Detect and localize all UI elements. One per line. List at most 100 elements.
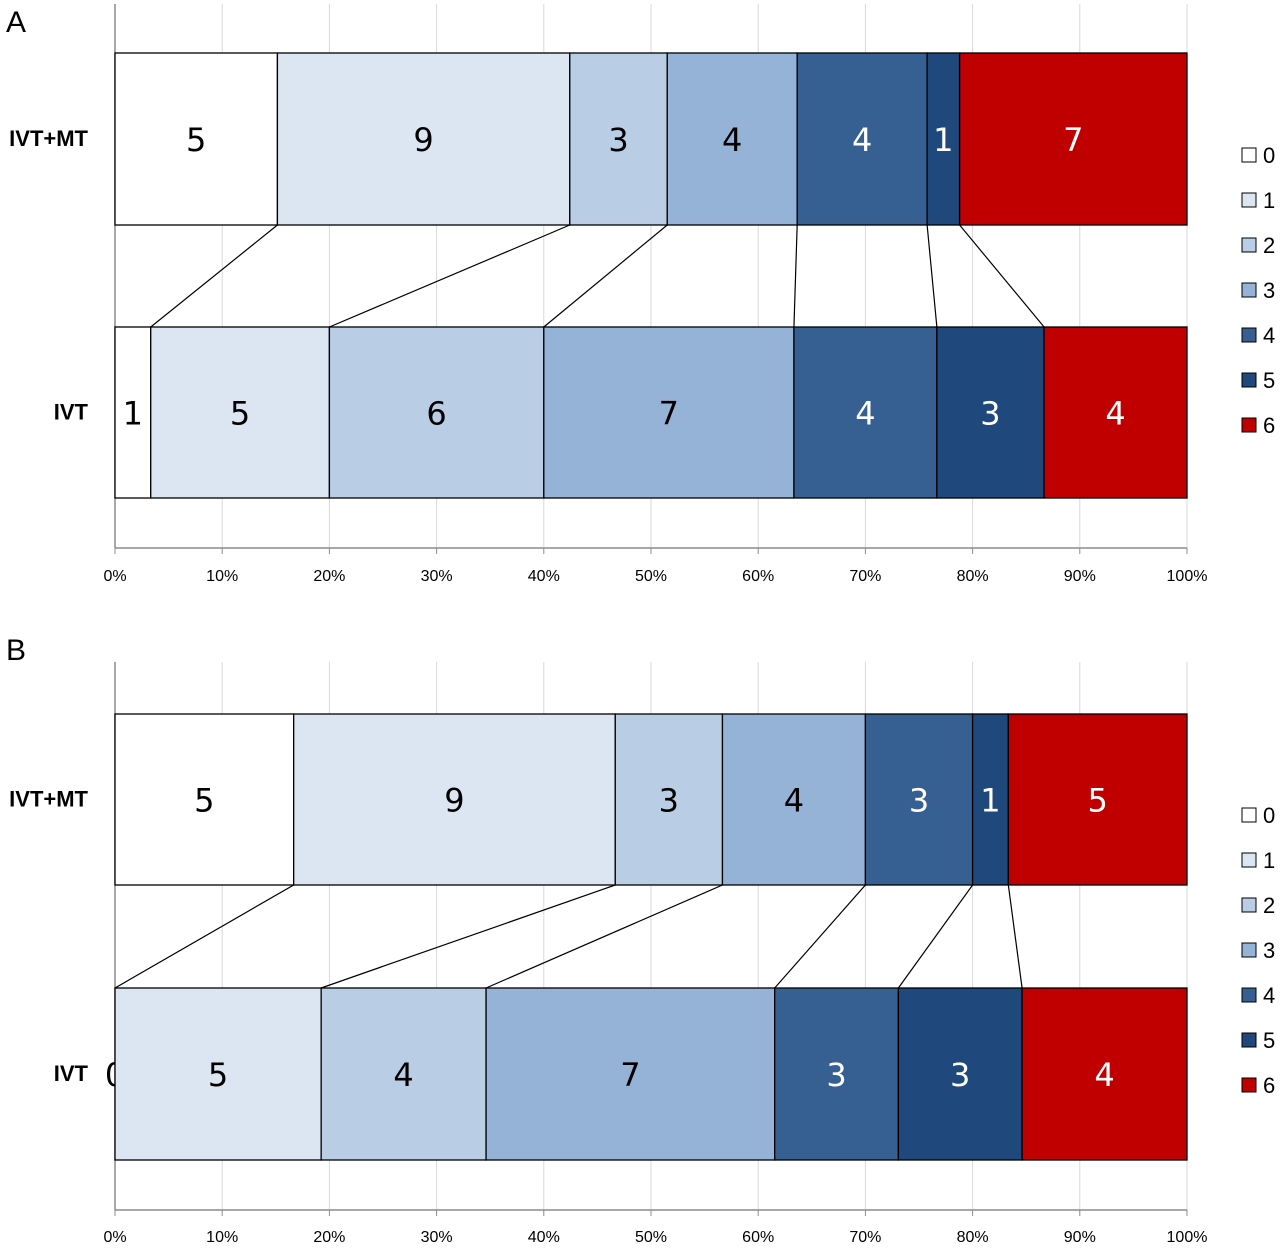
category-label: IVT+MT [9,787,88,812]
connector-line [485,884,723,989]
connector-line [1007,884,1023,989]
bar-segment-3 [543,326,795,499]
bar-segment-0 [114,326,152,499]
legend-swatch [1241,807,1257,823]
legend-swatch [1241,1032,1257,1048]
data-label: 4 [393,1056,413,1094]
legend-swatch [1241,852,1257,868]
connector-line [793,224,798,328]
legend-swatch [1241,417,1257,433]
legend-swatch [1241,942,1257,958]
data-label: 1 [933,121,953,159]
x-tick-label: 20% [313,568,345,585]
legend-swatch [1241,327,1257,343]
x-tick-label: 70% [849,568,881,585]
data-label: 4 [1105,395,1125,433]
x-tick-label: 40% [528,568,560,585]
x-tick-label: 100% [1167,1229,1208,1246]
panel-b: B 0% 10% 20% 30% 40% 50% 60% 70% 80% 90% 100% IVT+MT… [6,634,1275,1246]
panel-a: A 0% 10% 20% 30% 40% 50% 60% 70% 80% 90% 100% IVT+MT… [6,4,1275,585]
panel-letter: B [6,634,26,667]
legend-label: 1 [1263,848,1275,873]
bar-segment-1 [114,987,322,1161]
bar-segment-2 [328,326,545,499]
panel-letter: A [6,6,26,39]
data-label: 6 [426,395,446,433]
connector-line [926,224,938,328]
legend-label: 0 [1263,803,1275,828]
legend-swatch [1241,237,1257,253]
x-tick-label: 90% [1064,1229,1096,1246]
data-label: 3 [608,121,628,159]
x-tick-label: 10% [206,1229,238,1246]
category-label: IVT [54,400,89,425]
category-label: IVT+MT [9,126,88,151]
data-label: 1 [980,782,1000,820]
x-tick-label: 40% [528,1229,560,1246]
x-tick-label: 20% [313,1229,345,1246]
bar-segment-5 [926,52,961,226]
data-label: 7 [659,395,679,433]
legend-label: 4 [1263,983,1275,1008]
legend-swatch [1241,987,1257,1003]
data-label: 3 [909,782,929,820]
data-label: 3 [659,782,679,820]
x-tick-label: 80% [957,568,989,585]
legend-label: 2 [1263,893,1275,918]
connector-line [959,224,1045,328]
legend-label: 5 [1263,1028,1275,1053]
connector-line [320,884,616,989]
bar-segment-2 [569,52,668,226]
bar-segment-1 [276,52,571,226]
bar-segment-4 [793,326,938,499]
bar-segment-4 [864,713,974,886]
connector-line [897,884,974,989]
data-label: 4 [852,121,872,159]
bar-segment-4 [796,52,928,226]
data-label: 4 [855,395,875,433]
data-label: 5 [186,121,206,159]
bar-segment-5 [971,713,1009,886]
data-label: 9 [444,782,464,820]
x-tick-label: 80% [957,1229,989,1246]
x-tick-label: 60% [742,568,774,585]
connector-line [543,224,668,328]
legend-label: 0 [1263,143,1275,168]
data-label: 3 [950,1056,970,1094]
legend-swatch [1241,192,1257,208]
bar-segment-6 [958,52,1188,226]
data-label: 7 [1063,121,1083,159]
data-label: 5 [194,782,214,820]
bar-segment-1 [293,713,616,886]
data-label: 3 [826,1056,846,1094]
bar-segment-6 [1021,987,1188,1161]
bar-segment-1 [150,326,331,499]
category-label: IVT [54,1061,89,1086]
data-label: 4 [1094,1056,1114,1094]
bar-segment-4 [774,987,900,1161]
legend-label: 3 [1263,938,1275,963]
legend-label: 4 [1263,323,1275,348]
bar-segment-3 [485,987,776,1161]
legend-label: 5 [1263,368,1275,393]
connector-line [774,884,866,989]
bar-segment-6 [1007,713,1188,886]
data-label: 1 [123,395,143,433]
legend-label: 3 [1263,278,1275,303]
x-tick-label: 0% [103,1229,126,1246]
legend-label: 2 [1263,233,1275,258]
x-tick-label: 100% [1167,568,1208,585]
legend-label: 6 [1263,1073,1275,1098]
bar-segment-6 [1043,326,1188,499]
bar-segment-3 [721,713,867,886]
data-label: 4 [784,782,804,820]
x-tick-label: 50% [635,1229,667,1246]
bar-segment-0 [114,713,295,886]
bar-segment-5 [897,987,1023,1161]
bar-segment-3 [666,52,798,226]
x-tick-label: 50% [635,568,667,585]
bar-segment-2 [320,987,487,1161]
x-tick-label: 60% [742,1229,774,1246]
x-tick-label: 30% [421,1229,453,1246]
data-label: 7 [620,1056,640,1094]
